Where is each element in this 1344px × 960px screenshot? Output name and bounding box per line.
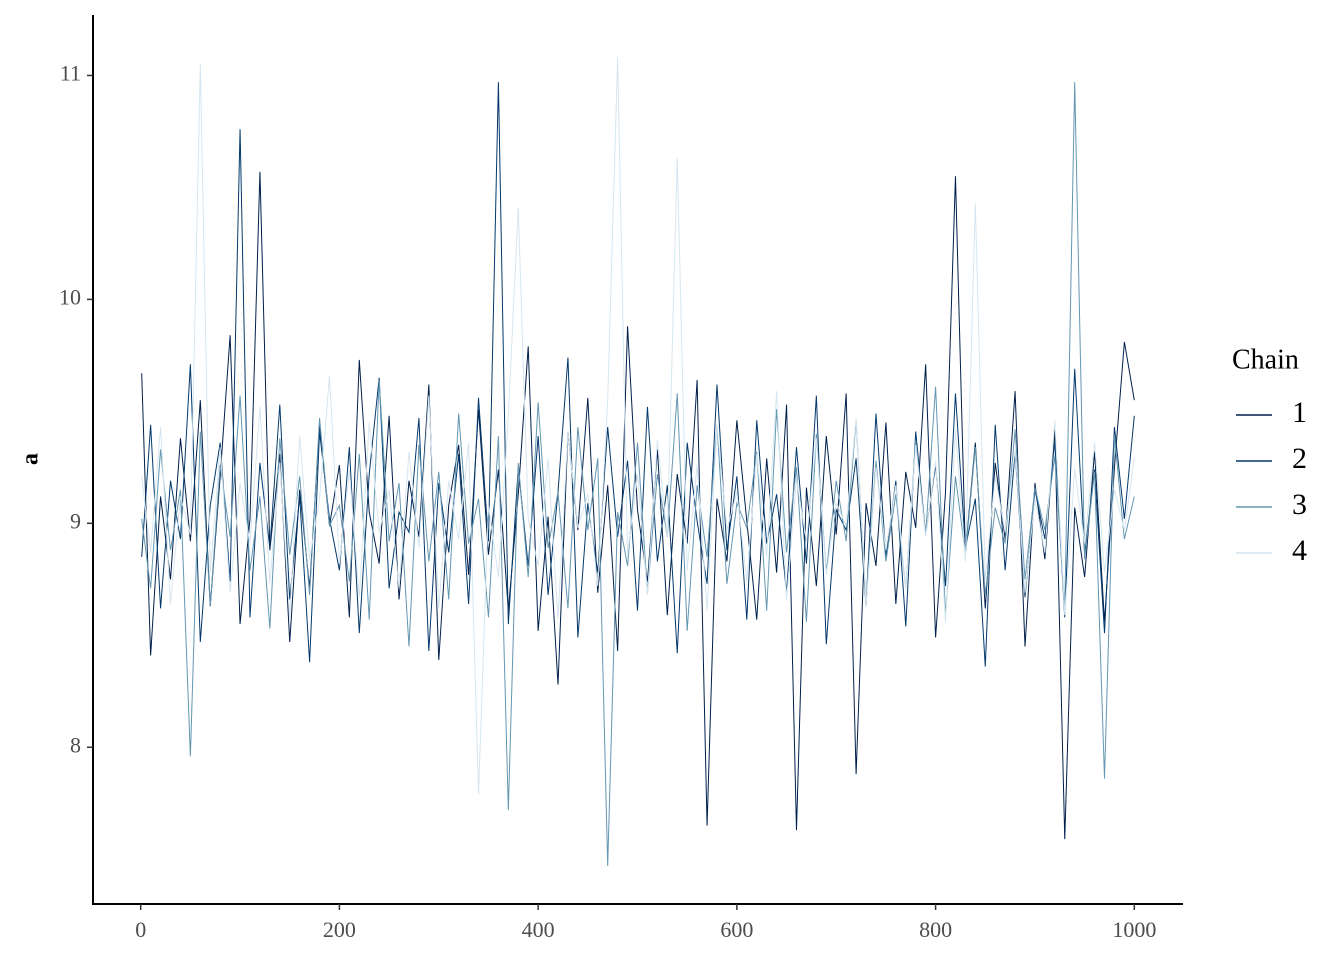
- x-tick-label: 0: [135, 917, 146, 942]
- legend-title: Chain: [1232, 344, 1299, 375]
- x-tick-label: 400: [522, 917, 555, 942]
- y-tick-label: 10: [59, 284, 81, 309]
- trace-line: [141, 57, 1135, 795]
- y-tick-label: 8: [70, 732, 81, 757]
- legend-label: 2: [1292, 442, 1307, 475]
- trace-line: [141, 171, 1135, 840]
- trace-line: [141, 82, 1135, 667]
- x-tick-label: 600: [720, 917, 753, 942]
- y-tick-label: 9: [70, 508, 81, 533]
- legend-label: 1: [1292, 396, 1307, 429]
- y-tick-label: 11: [60, 61, 81, 86]
- x-tick-label: 800: [919, 917, 952, 942]
- x-tick-label: 200: [323, 917, 356, 942]
- y-axis-title: a: [18, 453, 44, 465]
- legend-label: 4: [1292, 534, 1307, 567]
- x-tick-label: 1000: [1112, 917, 1156, 942]
- trace-line: [141, 82, 1135, 866]
- legend-label: 3: [1292, 488, 1307, 521]
